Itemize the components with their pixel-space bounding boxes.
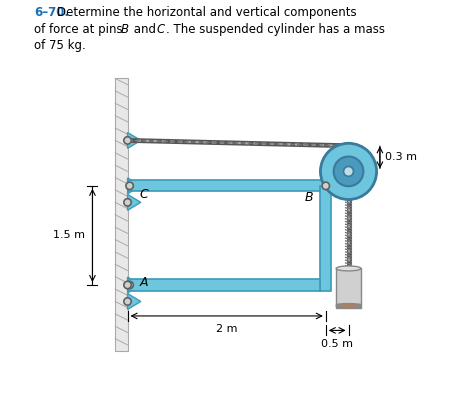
Text: 1.5 m: 1.5 m [53, 230, 85, 240]
Text: and: and [130, 23, 160, 36]
Circle shape [124, 199, 131, 206]
Polygon shape [128, 178, 141, 194]
Circle shape [124, 137, 131, 144]
Bar [336, 304, 361, 308]
Text: B: B [305, 191, 313, 204]
Text: C: C [140, 188, 149, 201]
Polygon shape [128, 133, 141, 148]
Ellipse shape [336, 304, 361, 308]
Bar [128, 180, 326, 191]
Bar [115, 78, 128, 351]
Bar [320, 186, 331, 291]
Text: of 75 kg.: of 75 kg. [34, 39, 85, 52]
Text: 0.3 m: 0.3 m [385, 152, 417, 162]
Text: of force at pins: of force at pins [34, 23, 126, 36]
Text: 6–70.: 6–70. [34, 6, 69, 19]
Circle shape [124, 281, 131, 289]
Circle shape [126, 182, 133, 190]
Text: A: A [140, 276, 148, 290]
Bar [336, 268, 361, 304]
Polygon shape [128, 195, 141, 210]
Circle shape [322, 182, 329, 190]
Polygon shape [128, 294, 141, 309]
Circle shape [344, 166, 354, 176]
Circle shape [334, 157, 364, 186]
Text: . The suspended cylinder has a mass: . The suspended cylinder has a mass [166, 23, 385, 36]
Circle shape [320, 143, 377, 199]
Circle shape [124, 298, 131, 305]
Bar [128, 279, 320, 291]
Circle shape [126, 281, 133, 289]
Text: C: C [156, 23, 165, 36]
Text: 2 m: 2 m [216, 324, 237, 334]
Text: B: B [120, 23, 128, 36]
Ellipse shape [336, 266, 361, 271]
Text: 0.5 m: 0.5 m [321, 339, 353, 349]
Polygon shape [128, 277, 141, 293]
Text: Determine the horizontal and vertical components: Determine the horizontal and vertical co… [57, 6, 357, 19]
